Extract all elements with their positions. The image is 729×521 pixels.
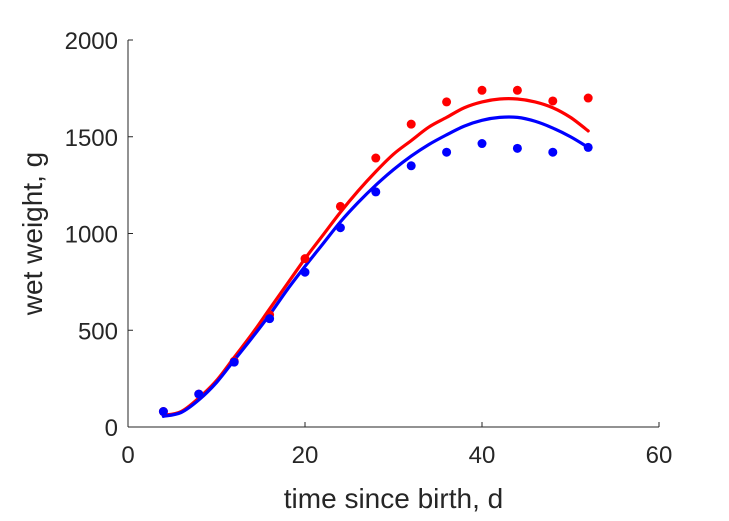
data-point-1 <box>583 142 593 152</box>
data-point-0 <box>477 85 487 95</box>
x-tick-label: 0 <box>121 442 134 469</box>
y-tick-label: 2000 <box>65 28 118 55</box>
data-point-0 <box>406 119 416 129</box>
x-axis-title: time since birth, d <box>284 483 503 514</box>
y-tick-label: 500 <box>78 318 118 345</box>
data-point-1 <box>512 143 522 153</box>
data-point-1 <box>300 267 310 277</box>
data-point-0 <box>583 93 593 103</box>
x-tick-label: 60 <box>646 442 673 469</box>
data-point-0 <box>300 254 310 264</box>
data-point-0 <box>548 96 558 106</box>
data-point-1 <box>442 147 452 157</box>
data-point-0 <box>442 97 452 107</box>
data-point-1 <box>265 314 275 324</box>
y-tick-label: 1000 <box>65 222 118 249</box>
data-point-1 <box>335 223 345 233</box>
plot-area <box>158 85 593 418</box>
x-axis-ticks: 0 20 40 60 <box>121 422 672 469</box>
data-point-1 <box>194 389 204 399</box>
data-point-0 <box>512 85 522 95</box>
data-point-1 <box>371 187 381 197</box>
y-axis-title: wet weight, g <box>17 152 48 316</box>
data-point-1 <box>158 407 168 417</box>
x-tick-label: 20 <box>292 442 319 469</box>
data-point-0 <box>371 153 381 163</box>
y-axis-ticks: 0 500 1000 1500 2000 <box>65 28 133 442</box>
data-point-1 <box>477 139 487 149</box>
y-tick-label: 1500 <box>65 125 118 152</box>
axes <box>127 40 659 428</box>
data-point-1 <box>406 161 416 171</box>
data-point-1 <box>548 147 558 157</box>
x-tick-label: 40 <box>469 442 496 469</box>
y-tick-label: 0 <box>105 415 118 442</box>
data-point-1 <box>229 357 239 367</box>
data-point-0 <box>335 201 345 211</box>
